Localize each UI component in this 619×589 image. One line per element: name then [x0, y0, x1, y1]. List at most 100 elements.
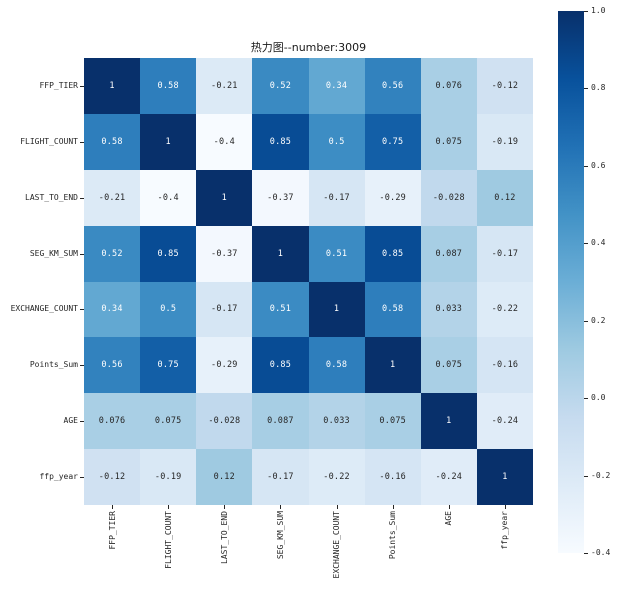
- heatmap-cell: 1: [140, 113, 197, 170]
- cell-value: -0.028: [432, 192, 465, 203]
- cell-value: -0.37: [211, 248, 238, 259]
- heatmap-cell: 1: [84, 58, 141, 114]
- colorbar-tick-label: -0.4: [591, 548, 611, 557]
- cell-value: 0.56: [382, 80, 404, 91]
- cell-value: 0.075: [379, 416, 406, 427]
- y-tick-label: EXCHANGE_COUNT: [10, 304, 78, 313]
- cell-value: 1: [165, 136, 171, 147]
- heatmap-cell: -0.29: [196, 337, 253, 394]
- cell-value: -0.21: [98, 192, 126, 203]
- x-tick: [168, 505, 169, 509]
- heatmap-cell: 1: [252, 225, 309, 282]
- heatmap-grid: 1 0.58 -0.21 0.52 0.34 0.56 0.076 -0.12 0.58 1 -0.…: [84, 58, 533, 505]
- cell-value: -0.29: [379, 192, 406, 203]
- heatmap-cell: 0.58: [364, 281, 421, 338]
- x-tick: [337, 505, 338, 509]
- y-tick: [80, 309, 84, 310]
- colorbar-tick-label: 0.4: [591, 238, 606, 247]
- colorbar-tick: [584, 321, 588, 322]
- x-tick: [505, 505, 506, 509]
- x-tick-label-text: AGE: [444, 511, 454, 526]
- heatmap-cell: -0.24: [476, 393, 533, 450]
- cell-value: -0.21: [211, 80, 238, 91]
- heatmap-cell: 0.075: [420, 337, 477, 394]
- cell-value: 0.51: [269, 304, 292, 315]
- cell-value: 0.12: [213, 472, 235, 483]
- y-tick-label: SEG_KM_SUM: [29, 249, 78, 258]
- x-tick: [280, 505, 281, 509]
- cell-value: 0.51: [325, 248, 348, 259]
- cell-value: -0.4: [213, 136, 235, 147]
- heatmap-cell: 0.75: [364, 113, 421, 170]
- colorbar-tick-label: 0.2: [591, 316, 606, 325]
- x-tick-label-text: SEG_KM_SUM: [275, 511, 285, 560]
- cell-value: 0.85: [269, 360, 292, 371]
- heatmap-cell: 0.58: [140, 58, 197, 114]
- cell-value: 1: [221, 192, 227, 203]
- cell-value: -0.12: [98, 472, 126, 483]
- heatmap-cell: 0.033: [308, 393, 365, 450]
- x-tick-label: ffp_year: [477, 511, 533, 589]
- cell-value: -0.12: [491, 80, 519, 91]
- cell-value: 0.85: [269, 136, 292, 147]
- heatmap-cell: 0.85: [140, 225, 197, 282]
- y-tick: [80, 198, 84, 199]
- heatmap-cell: 0.85: [364, 225, 421, 282]
- heatmap-cell: 0.076: [420, 58, 477, 114]
- cell-value: -0.37: [267, 192, 294, 203]
- heatmap-cell: -0.17: [196, 281, 253, 338]
- x-tick-label-text: LAST_TO_END: [219, 511, 229, 564]
- x-tick-label: EXCHANGE_COUNT: [309, 511, 365, 589]
- cell-value: 0.12: [494, 192, 516, 203]
- heatmap-cell: 0.56: [364, 58, 421, 114]
- colorbar-tick: [584, 11, 588, 12]
- cell-value: 0.52: [269, 80, 292, 91]
- x-tick-label-text: Points_Sum: [388, 511, 398, 560]
- heatmap-cell: 0.52: [84, 225, 141, 282]
- cell-value: 0.087: [435, 248, 463, 259]
- heatmap-cell: -0.37: [196, 225, 253, 282]
- cell-value: -0.19: [154, 472, 182, 483]
- cell-value: -0.22: [323, 472, 350, 483]
- cell-value: 0.087: [267, 416, 294, 427]
- cell-value: -0.22: [491, 304, 519, 315]
- cell-value: 0.5: [328, 136, 345, 147]
- heatmap-cell: 0.51: [252, 281, 309, 338]
- heatmap-cell: 0.076: [84, 393, 141, 450]
- cell-value: -0.19: [491, 136, 519, 147]
- heatmap-cell: -0.24: [420, 449, 477, 505]
- y-tick: [80, 142, 84, 143]
- heatmap-cell: 1: [420, 393, 477, 450]
- heatmap-cell: 0.087: [420, 225, 477, 282]
- x-tick-label-text: ffp_year: [500, 511, 510, 550]
- heatmap-cell: 0.075: [364, 393, 421, 450]
- y-tick: [80, 365, 84, 366]
- cell-value: 0.033: [435, 304, 463, 315]
- x-tick-label: SEG_KM_SUM: [252, 511, 308, 589]
- heatmap-cell: 0.34: [308, 58, 365, 114]
- heatmap-cell: -0.21: [196, 58, 253, 114]
- cell-value: 0.75: [157, 360, 179, 371]
- heatmap-cell: 0.75: [140, 337, 197, 394]
- cell-value: 0.34: [101, 304, 123, 315]
- cell-value: -0.24: [491, 416, 519, 427]
- heatmap-cell: -0.4: [140, 169, 197, 226]
- colorbar-tick-label: 0.6: [591, 161, 606, 170]
- cell-value: 0.033: [323, 416, 350, 427]
- heatmap-cell: -0.16: [364, 449, 421, 505]
- heatmap-cell: -0.19: [140, 449, 197, 505]
- colorbar-tick-label: 0.0: [591, 393, 606, 402]
- x-tick-label: FFP_TIER: [84, 511, 140, 589]
- cell-value: -0.16: [491, 360, 519, 371]
- cell-value: 0.58: [101, 136, 123, 147]
- heatmap-cell: 1: [476, 449, 533, 505]
- heatmap-cell: -0.22: [308, 449, 365, 505]
- heatmap-cell: -0.028: [420, 169, 477, 226]
- cell-value: 0.34: [325, 80, 348, 91]
- y-tick-label: FLIGHT_COUNT: [20, 137, 78, 146]
- y-tick: [80, 421, 84, 422]
- cell-value: 0.075: [435, 136, 463, 147]
- y-tick-label: Points_Sum: [29, 360, 78, 369]
- heatmap-cell: -0.17: [252, 449, 309, 505]
- colorbar-tick: [584, 88, 588, 89]
